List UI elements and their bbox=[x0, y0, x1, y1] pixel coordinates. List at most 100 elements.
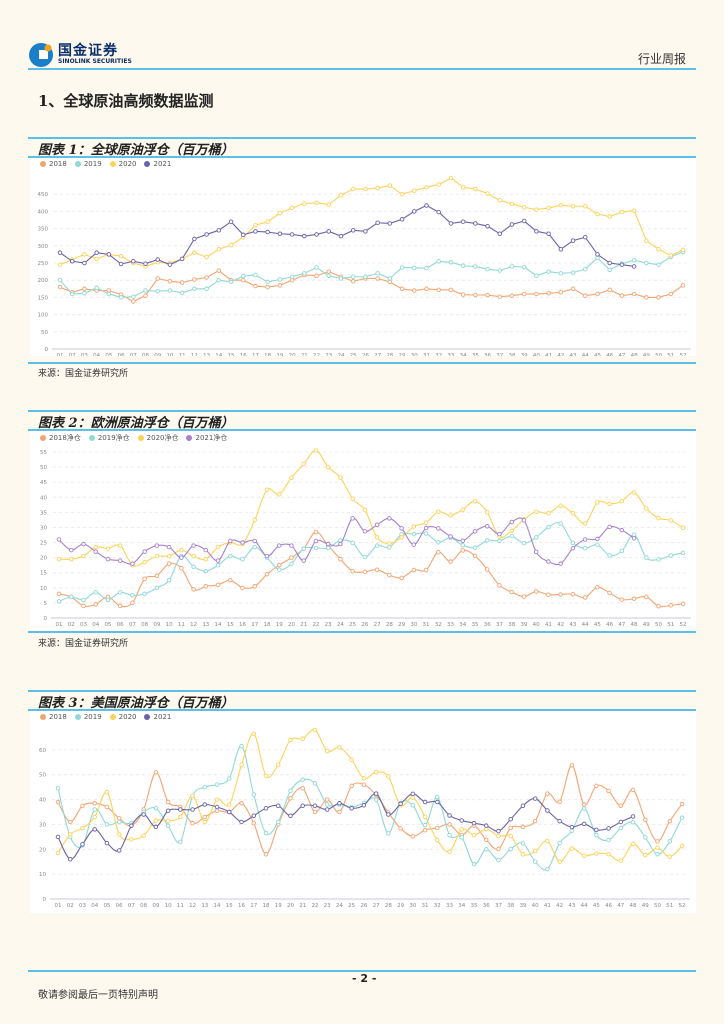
data-point-2021 bbox=[204, 232, 209, 237]
data-point-2019净仓 bbox=[117, 590, 123, 595]
x-tick-label: 18 bbox=[264, 622, 271, 628]
legend-dot-icon bbox=[74, 161, 81, 167]
disclaimer: 敬请参阅最后一页特别声明 bbox=[38, 990, 158, 1001]
data-point-2021 bbox=[410, 791, 416, 797]
x-tick-label: 52 bbox=[680, 353, 687, 356]
data-point-2021 bbox=[581, 821, 587, 827]
x-tick-label: 32 bbox=[434, 903, 441, 909]
data-point-2020净仓 bbox=[313, 448, 319, 453]
legend-item[interactable]: 2018净仓 bbox=[40, 433, 81, 443]
legend-item[interactable]: 2021 bbox=[144, 160, 171, 168]
chart-legend: 2018 2019 2020 2021 bbox=[40, 713, 171, 721]
data-point-2019 bbox=[448, 260, 454, 265]
data-point-2020 bbox=[558, 202, 564, 208]
legend-item[interactable]: 2020净仓 bbox=[137, 433, 178, 443]
data-point-2019 bbox=[167, 288, 173, 293]
x-tick-label: 10 bbox=[166, 353, 173, 356]
y-tick-label: 25 bbox=[40, 541, 47, 547]
data-point-2018 bbox=[277, 283, 283, 288]
data-point-2020 bbox=[448, 175, 454, 181]
data-point-2018 bbox=[349, 783, 354, 789]
x-tick-label: 36 bbox=[483, 903, 490, 909]
data-point-2019 bbox=[412, 265, 417, 271]
data-point-2021净仓 bbox=[203, 547, 209, 553]
data-point-2018 bbox=[239, 801, 244, 806]
data-point-2018净仓 bbox=[436, 549, 441, 555]
data-point-2020 bbox=[239, 762, 244, 768]
legend-dot-icon bbox=[40, 714, 46, 720]
data-point-2020 bbox=[521, 205, 527, 210]
data-point-2021净仓 bbox=[130, 561, 135, 566]
data-point-2018 bbox=[422, 827, 428, 833]
x-tick-label: 34 bbox=[459, 622, 466, 628]
data-point-2021净仓 bbox=[460, 538, 466, 543]
data-point-2018 bbox=[655, 839, 660, 844]
x-tick-label: 21 bbox=[301, 353, 308, 356]
data-point-2020 bbox=[471, 832, 477, 838]
data-point-2018 bbox=[288, 796, 293, 801]
x-tick-label: 20 bbox=[289, 353, 296, 356]
data-point-2021 bbox=[594, 827, 599, 833]
data-point-2021 bbox=[534, 229, 539, 234]
data-point-2018 bbox=[165, 799, 171, 805]
data-point-2020 bbox=[655, 845, 660, 851]
legend-item[interactable]: 2020 bbox=[109, 160, 136, 168]
legend-item[interactable]: 2021净仓 bbox=[186, 433, 227, 443]
data-point-2021净仓 bbox=[631, 536, 637, 541]
x-tick-label: 29 bbox=[397, 903, 404, 909]
x-tick-label: 49 bbox=[643, 353, 650, 356]
legend-item[interactable]: 2020 bbox=[109, 713, 136, 721]
data-point-2021 bbox=[606, 826, 611, 831]
data-point-2018净仓 bbox=[338, 556, 343, 562]
data-point-2021 bbox=[275, 803, 281, 809]
x-tick-label: 28 bbox=[386, 622, 393, 628]
chart-legend: 2018 2019 2020 2021 bbox=[40, 160, 171, 168]
x-tick-label: 22 bbox=[313, 353, 320, 356]
data-point-2021 bbox=[67, 856, 73, 862]
legend-item[interactable]: 2018 bbox=[40, 160, 67, 168]
data-point-2021 bbox=[497, 231, 503, 237]
x-tick-label: 10 bbox=[165, 903, 172, 909]
legend-item[interactable]: 2019 bbox=[74, 713, 102, 721]
data-point-2018 bbox=[92, 801, 97, 806]
data-point-2018 bbox=[643, 817, 648, 822]
x-tick-label: 49 bbox=[642, 903, 649, 909]
series-line-2019净仓 bbox=[58, 522, 684, 602]
chart-plot: 0 50 100 150 200 250 300 350 400 450 01 02 03 04 05 06 0… bbox=[38, 175, 691, 359]
data-point-2021 bbox=[302, 233, 307, 239]
legend-dot-icon bbox=[40, 435, 46, 441]
x-tick-label: 38 bbox=[508, 622, 515, 628]
x-tick-label: 38 bbox=[508, 353, 515, 356]
legend-label: 2018净仓 bbox=[49, 434, 81, 442]
data-point-2021 bbox=[289, 232, 295, 237]
legend-item[interactable]: 2018 bbox=[40, 713, 67, 721]
legend-item[interactable]: 2021 bbox=[144, 713, 171, 721]
data-point-2021 bbox=[387, 221, 393, 226]
data-point-2019净仓 bbox=[56, 599, 62, 604]
legend-item[interactable]: 2019 bbox=[74, 160, 102, 168]
data-point-2020净仓 bbox=[203, 556, 209, 562]
data-point-2018 bbox=[263, 852, 269, 857]
data-point-2020 bbox=[363, 186, 368, 192]
data-point-2020 bbox=[326, 202, 331, 207]
data-point-2020 bbox=[55, 850, 61, 856]
data-point-2019 bbox=[569, 828, 575, 834]
data-point-2020 bbox=[337, 745, 342, 750]
legend-item[interactable]: 2019净仓 bbox=[88, 433, 130, 443]
y-tick-label: 100 bbox=[38, 313, 49, 319]
x-tick-label: 16 bbox=[239, 622, 246, 628]
data-point-2018 bbox=[167, 278, 173, 284]
data-point-2019净仓 bbox=[203, 568, 209, 574]
x-tick-label: 39 bbox=[520, 622, 527, 628]
data-point-2018 bbox=[594, 783, 599, 789]
data-point-2021 bbox=[277, 231, 283, 237]
data-point-2021 bbox=[436, 209, 441, 215]
data-point-2019净仓 bbox=[68, 594, 74, 600]
x-tick-label: 34 bbox=[460, 353, 467, 356]
data-point-2021 bbox=[288, 813, 293, 818]
section-title: 1、全球原油高频数据监测 bbox=[38, 92, 214, 110]
data-point-2018 bbox=[631, 291, 637, 297]
data-point-2018净仓 bbox=[313, 529, 319, 535]
x-tick-label: 11 bbox=[177, 903, 184, 909]
data-point-2020 bbox=[251, 731, 257, 736]
